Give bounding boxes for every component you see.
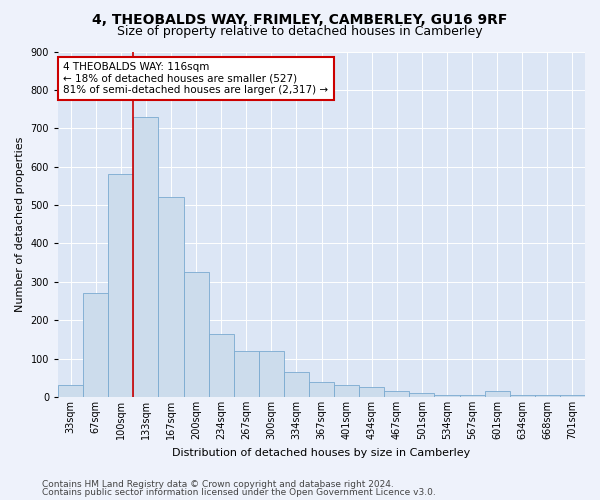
Bar — [234, 351, 259, 397]
Text: Contains public sector information licensed under the Open Government Licence v3: Contains public sector information licen… — [42, 488, 436, 497]
Bar — [460, 395, 485, 397]
Text: 4 THEOBALDS WAY: 116sqm
← 18% of detached houses are smaller (527)
81% of semi-d: 4 THEOBALDS WAY: 116sqm ← 18% of detache… — [64, 62, 328, 95]
Bar — [510, 395, 535, 397]
Bar — [209, 334, 234, 397]
Bar — [108, 174, 133, 397]
Bar — [359, 388, 384, 397]
Text: Contains HM Land Registry data © Crown copyright and database right 2024.: Contains HM Land Registry data © Crown c… — [42, 480, 394, 489]
Bar — [58, 386, 83, 397]
Bar — [384, 392, 409, 397]
Bar — [535, 395, 560, 397]
Text: Size of property relative to detached houses in Camberley: Size of property relative to detached ho… — [117, 25, 483, 38]
Bar — [560, 395, 585, 397]
Bar — [133, 117, 158, 397]
Bar — [434, 395, 460, 397]
Bar — [259, 351, 284, 397]
Y-axis label: Number of detached properties: Number of detached properties — [15, 136, 25, 312]
Bar — [485, 392, 510, 397]
Bar — [409, 393, 434, 397]
Bar — [284, 372, 309, 397]
Bar — [309, 382, 334, 397]
X-axis label: Distribution of detached houses by size in Camberley: Distribution of detached houses by size … — [172, 448, 470, 458]
Bar — [334, 386, 359, 397]
Bar — [158, 198, 184, 397]
Bar — [83, 294, 108, 397]
Bar — [184, 272, 209, 397]
Text: 4, THEOBALDS WAY, FRIMLEY, CAMBERLEY, GU16 9RF: 4, THEOBALDS WAY, FRIMLEY, CAMBERLEY, GU… — [92, 12, 508, 26]
